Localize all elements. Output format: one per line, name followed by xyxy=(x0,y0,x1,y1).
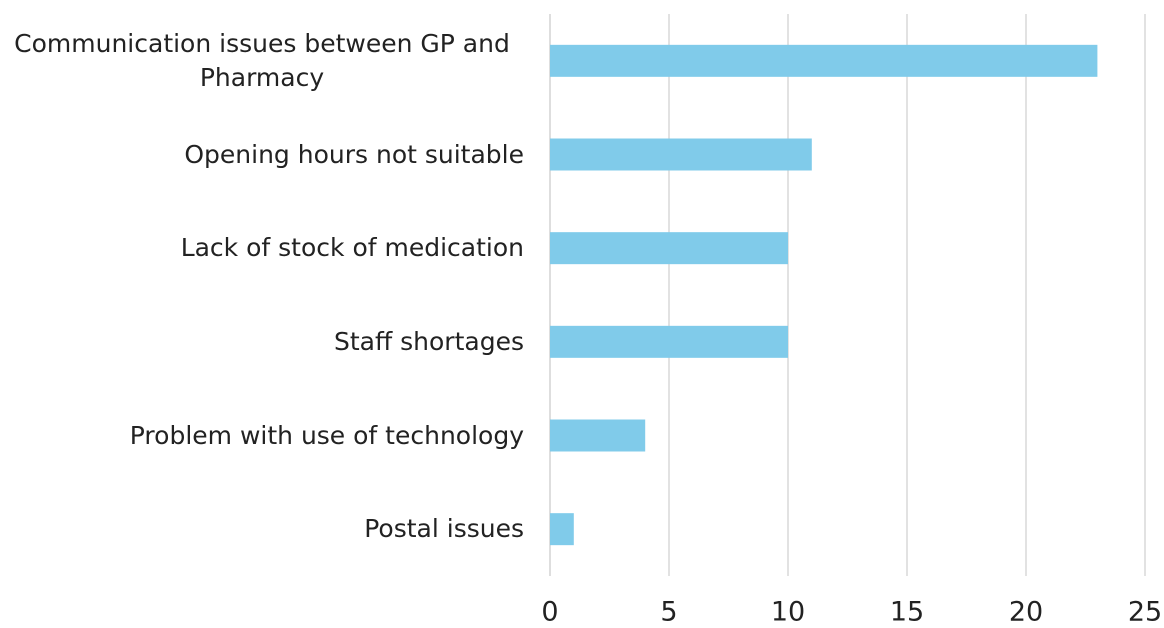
bar xyxy=(550,325,788,358)
y-tick-label: Lack of stock of medication xyxy=(180,233,524,263)
x-tick-label: 20 xyxy=(1009,597,1043,628)
bar xyxy=(550,232,788,265)
bar xyxy=(550,44,1098,77)
x-tick-label: 15 xyxy=(890,597,924,628)
x-tick-label: 25 xyxy=(1128,597,1162,628)
y-tick-label: Postal issues xyxy=(364,514,524,544)
bar xyxy=(550,138,812,171)
y-tick-label: Staff shortages xyxy=(333,326,524,356)
y-tick-label: Problem with use of technology xyxy=(129,420,524,450)
y-tick-label: Communication issues between GP and Phar… xyxy=(14,28,510,92)
x-tick-label: 10 xyxy=(771,597,805,628)
bar xyxy=(550,513,574,546)
x-tick-label: 0 xyxy=(541,597,558,628)
x-tick-label: 5 xyxy=(660,597,677,628)
bar xyxy=(550,419,646,452)
y-tick-label: Opening hours not suitable xyxy=(184,139,524,169)
